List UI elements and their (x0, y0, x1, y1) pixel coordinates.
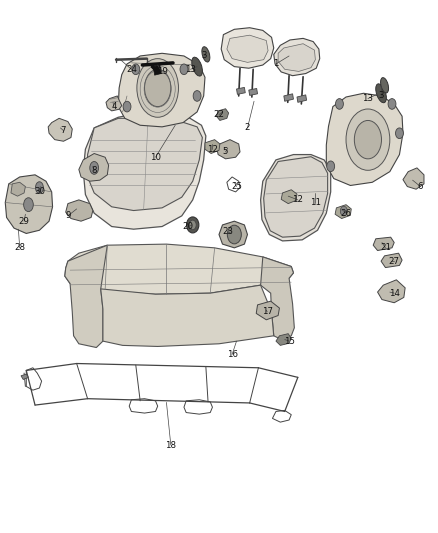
Ellipse shape (24, 198, 33, 212)
Text: 26: 26 (340, 209, 352, 217)
Polygon shape (219, 221, 247, 248)
Ellipse shape (396, 128, 403, 139)
Text: 22: 22 (213, 110, 225, 119)
Polygon shape (281, 190, 297, 204)
Polygon shape (217, 140, 240, 159)
Polygon shape (221, 28, 274, 68)
Ellipse shape (327, 161, 335, 172)
Text: 2: 2 (245, 124, 250, 132)
Ellipse shape (193, 91, 201, 101)
Polygon shape (373, 237, 394, 251)
Text: 11: 11 (310, 198, 321, 207)
Polygon shape (153, 65, 161, 75)
Text: 10: 10 (150, 153, 161, 161)
Ellipse shape (180, 64, 188, 75)
Ellipse shape (123, 101, 131, 112)
Text: 15: 15 (283, 337, 295, 345)
Ellipse shape (202, 47, 210, 62)
Polygon shape (403, 168, 424, 189)
Polygon shape (79, 154, 109, 181)
Polygon shape (278, 44, 315, 71)
Text: 6: 6 (418, 182, 423, 191)
Text: 13: 13 (185, 65, 196, 74)
Text: 20: 20 (183, 222, 194, 231)
Text: 14: 14 (389, 289, 400, 297)
Text: 3: 3 (378, 92, 384, 100)
Polygon shape (227, 35, 268, 62)
Polygon shape (21, 374, 28, 379)
Text: 1: 1 (273, 60, 279, 68)
Text: 9: 9 (65, 212, 71, 220)
Ellipse shape (376, 84, 386, 103)
Polygon shape (297, 95, 307, 102)
Polygon shape (276, 334, 291, 345)
Ellipse shape (145, 69, 171, 107)
Polygon shape (261, 155, 331, 241)
Polygon shape (83, 112, 206, 229)
Text: 27: 27 (389, 257, 400, 265)
Polygon shape (5, 175, 53, 233)
Polygon shape (284, 94, 293, 101)
Ellipse shape (189, 220, 196, 230)
Polygon shape (101, 285, 274, 346)
Polygon shape (118, 53, 205, 127)
Ellipse shape (192, 57, 202, 76)
Ellipse shape (35, 182, 43, 193)
Text: 5: 5 (223, 148, 228, 156)
Text: 21: 21 (380, 244, 391, 252)
Polygon shape (237, 87, 245, 94)
Text: 18: 18 (165, 441, 177, 449)
Polygon shape (48, 118, 72, 141)
Text: 7: 7 (61, 126, 66, 135)
Text: 4: 4 (111, 102, 117, 111)
Ellipse shape (90, 161, 99, 174)
Text: 28: 28 (14, 244, 25, 252)
Ellipse shape (137, 59, 179, 117)
Polygon shape (88, 118, 202, 211)
Polygon shape (66, 200, 93, 221)
Polygon shape (216, 109, 229, 120)
Polygon shape (264, 157, 328, 237)
Polygon shape (274, 38, 320, 76)
Ellipse shape (381, 78, 389, 93)
Polygon shape (65, 245, 107, 348)
Text: 19: 19 (157, 68, 167, 76)
Text: 8: 8 (92, 166, 97, 175)
Text: 12: 12 (207, 145, 218, 154)
Text: 25: 25 (231, 182, 242, 191)
Polygon shape (11, 182, 25, 196)
Ellipse shape (354, 120, 381, 159)
Polygon shape (205, 140, 220, 154)
Polygon shape (381, 253, 402, 268)
Text: 13: 13 (362, 94, 374, 103)
Ellipse shape (187, 217, 199, 233)
Polygon shape (256, 301, 279, 320)
Text: 12: 12 (292, 196, 304, 204)
Text: 29: 29 (19, 217, 29, 225)
Polygon shape (378, 280, 405, 303)
Ellipse shape (388, 99, 396, 109)
Polygon shape (261, 257, 294, 340)
Polygon shape (249, 88, 258, 95)
Ellipse shape (340, 206, 347, 216)
Polygon shape (335, 205, 351, 219)
Polygon shape (326, 93, 403, 185)
Ellipse shape (336, 99, 343, 109)
Polygon shape (65, 244, 293, 294)
Ellipse shape (227, 225, 241, 244)
Ellipse shape (346, 109, 390, 171)
Text: 3: 3 (201, 52, 206, 60)
Text: 23: 23 (222, 228, 233, 236)
Polygon shape (106, 96, 122, 111)
Text: 30: 30 (34, 188, 45, 196)
Text: 24: 24 (126, 65, 137, 74)
Ellipse shape (132, 64, 140, 75)
Text: 16: 16 (226, 350, 238, 359)
Text: 17: 17 (261, 308, 273, 316)
